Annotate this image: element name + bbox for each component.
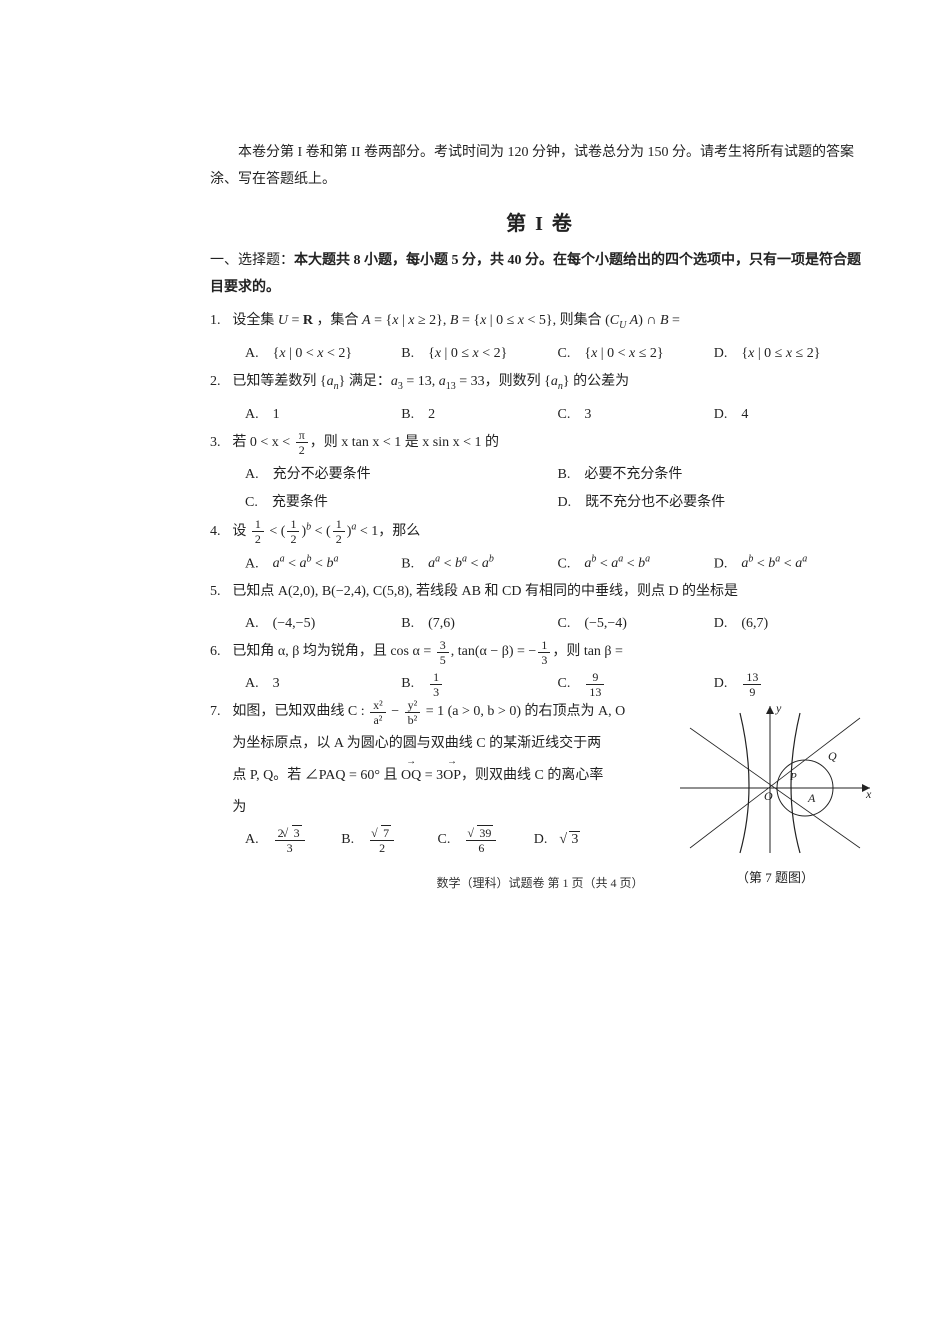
- q1-opt-b: B. {x | 0 ≤ x < 2}: [401, 340, 557, 368]
- q4-opt-d: D. ab < ba < aa: [714, 550, 870, 579]
- q1-opt-c: C. {x | 0 < x ≤ 2}: [558, 340, 714, 368]
- vector-op-icon: OP: [443, 762, 461, 790]
- q7-number: 7.: [210, 698, 232, 726]
- q1-options: A. {x | 0 < x < 2} B. {x | 0 ≤ x < 2} C.…: [210, 340, 870, 368]
- q2-options: A. 1 B. 2 C. 3 D. 4: [210, 401, 870, 429]
- q6-number: 6.: [210, 638, 232, 666]
- svg-text:y: y: [775, 701, 782, 715]
- q6-options: A. 3 B. 13 C. 913 D. 139: [210, 670, 870, 698]
- question-4: 4.设 12 < (12)b < (12)a < 1，那么: [210, 517, 870, 546]
- q7-figure-caption: （第 7 题图）: [670, 867, 880, 886]
- intro-text: 本卷分第 I 卷和第 II 卷两部分。考试时间为 120 分钟，试卷总分为 15…: [210, 140, 870, 193]
- q2-opt-d: D. 4: [714, 401, 870, 429]
- section-prefix: 一、选择题：: [210, 253, 294, 268]
- svg-text:A: A: [807, 791, 816, 805]
- q5-stem: 已知点 A(2,0), B(−2,4), C(5,8), 若线段 AB 和 CD…: [232, 584, 738, 599]
- q6-opt-a: A. 3: [245, 670, 401, 698]
- q7-line4: 为: [210, 794, 630, 822]
- svg-text:O: O: [764, 789, 773, 803]
- svg-text:Q: Q: [828, 749, 837, 763]
- q6-opt-d: D. 139: [714, 670, 870, 698]
- q3-opt-d: D. 既不充分也不必要条件: [558, 489, 871, 517]
- hyperbola-diagram-icon: O A P Q x y: [670, 698, 880, 858]
- svg-text:P: P: [789, 771, 797, 783]
- question-6: 6.已知角 α, β 均为锐角，且 cos α = 35, tan(α − β)…: [210, 638, 870, 666]
- q4-stem: 设 12 < (12)b < (12)a < 1，那么: [232, 524, 420, 539]
- q5-options: A. (−4,−5) B. (7,6) C. (−5,−4) D. (6,7): [210, 610, 870, 638]
- q2-opt-c: C. 3: [558, 401, 714, 429]
- q7-figure: O A P Q x y （第 7 题图）: [670, 698, 880, 886]
- q3-opt-a: A. 充分不必要条件: [245, 461, 558, 489]
- q5-opt-b: B. (7,6): [401, 610, 557, 638]
- q6-opt-b: B. 13: [401, 670, 557, 698]
- q1-number: 1.: [210, 307, 232, 335]
- exam-page: 本卷分第 I 卷和第 II 卷两部分。考试时间为 120 分钟，试卷总分为 15…: [210, 140, 870, 891]
- q7-opt-c: C. 396: [438, 826, 534, 854]
- question-5: 5.已知点 A(2,0), B(−2,4), C(5,8), 若线段 AB 和 …: [210, 578, 870, 606]
- vector-oq-icon: OQ: [401, 762, 421, 790]
- q4-opt-b: B. aa < ba < ab: [401, 550, 557, 579]
- part-title: 第 I 卷: [210, 207, 870, 236]
- section-heading: 一、选择题：本大题共 8 小题，每小题 5 分，共 40 分。在每个小题给出的四…: [210, 248, 870, 301]
- q2-number: 2.: [210, 368, 232, 396]
- q3-opt-b: B. 必要不充分条件: [558, 461, 871, 489]
- q7-line3: 点 P, Q。若 ∠PAQ = 60° 且 OQ = 3OP，则双曲线 C 的离…: [210, 762, 630, 790]
- question-7-wrap: 7.如图，已知双曲线 C : x²a² − y²b² = 1 (a > 0, b…: [210, 698, 870, 854]
- q7-line1: 如图，已知双曲线 C : x²a² − y²b² = 1 (a > 0, b >…: [232, 704, 625, 719]
- q5-opt-a: A. (−4,−5): [245, 610, 401, 638]
- q2-stem: 已知等差数列 {an} 满足：a3 = 13, a13 = 33，则数列 {an…: [232, 374, 629, 389]
- q7-opt-d: D. 3: [534, 826, 630, 854]
- q5-number: 5.: [210, 578, 232, 606]
- q2-opt-b: B. 2: [401, 401, 557, 429]
- q1-opt-d: D. {x | 0 ≤ x ≤ 2}: [714, 340, 870, 368]
- q5-opt-c: C. (−5,−4): [558, 610, 714, 638]
- question-3: 3.若 0 < x < π2，则 x tan x < 1 是 x sin x <…: [210, 429, 870, 457]
- q6-stem: 已知角 α, β 均为锐角，且 cos α = 35, tan(α − β) =…: [232, 644, 623, 659]
- q4-opt-c: C. ab < aa < ba: [558, 550, 714, 579]
- q3-opt-c: C. 充要条件: [245, 489, 558, 517]
- q4-options: A. aa < ab < ba B. aa < ba < ab C. ab < …: [210, 550, 870, 579]
- q2-opt-a: A. 1: [245, 401, 401, 429]
- question-2: 2.已知等差数列 {an} 满足：a3 = 13, a13 = 33，则数列 {…: [210, 368, 870, 397]
- question-1: 1.设全集 U = R ，集合 A = {x | x ≥ 2}, B = {x …: [210, 307, 870, 336]
- q7-opt-a: A. 233: [245, 826, 341, 854]
- q6-opt-c: C. 913: [558, 670, 714, 698]
- q5-opt-d: D. (6,7): [714, 610, 870, 638]
- q1-stem: 设全集 U = R ，集合 A = {x | x ≥ 2}, B = {x | …: [232, 313, 680, 328]
- q4-opt-a: A. aa < ab < ba: [245, 550, 401, 579]
- q3-options: A. 充分不必要条件 B. 必要不充分条件 C. 充要条件 D. 既不充分也不必…: [210, 461, 870, 517]
- q7-options: A. 233 B. 72 C. 396 D. 3: [210, 826, 630, 854]
- q4-number: 4.: [210, 518, 232, 546]
- q1-opt-a: A. {x | 0 < x < 2}: [245, 340, 401, 368]
- section-bold: 本大题共 8 小题，每小题 5 分，共 40 分。在每个小题给出的四个选项中，只…: [210, 253, 861, 295]
- svg-text:x: x: [865, 787, 872, 801]
- q7-opt-b: B. 72: [341, 826, 437, 854]
- q3-number: 3.: [210, 429, 232, 457]
- question-7: 7.如图，已知双曲线 C : x²a² − y²b² = 1 (a > 0, b…: [210, 698, 630, 726]
- q3-stem: 若 0 < x < π2，则 x tan x < 1 是 x sin x < 1…: [232, 435, 499, 450]
